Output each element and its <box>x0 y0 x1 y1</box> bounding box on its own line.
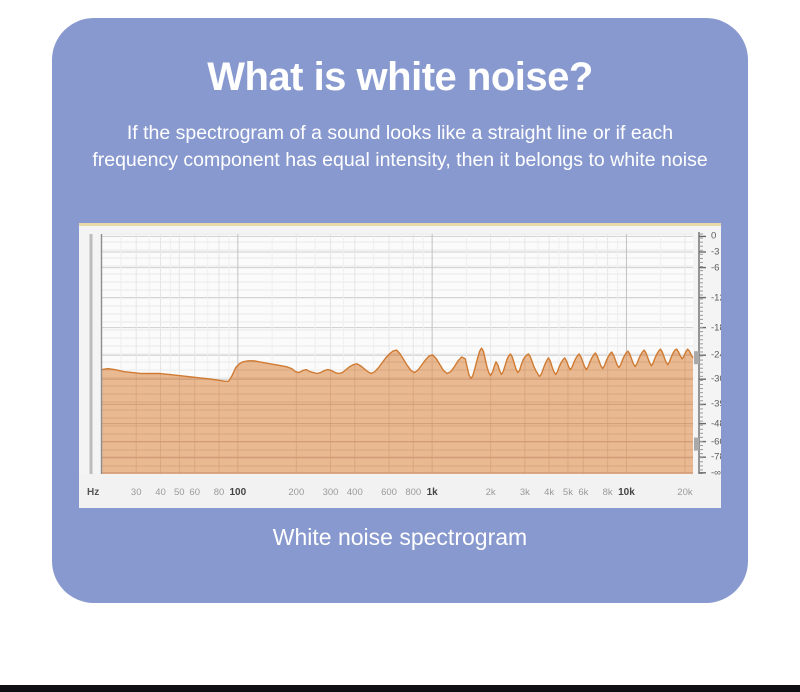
spectrogram-inner: Hz 30 40 50 60 80 100 200 300 400 600 800 1k 2k 3k 4k 5… <box>79 226 721 508</box>
y-tick-label--48: -48 <box>711 418 721 430</box>
axis-unit-label: Hz <box>87 487 100 498</box>
x-tick-label-1k: 1k <box>426 487 438 498</box>
x-tick-label-300: 300 <box>322 487 339 498</box>
y-tick-label--39: -39 <box>711 398 721 410</box>
x-tick-label-10k: 10k <box>618 487 635 498</box>
x-tick-label-5k: 5k <box>562 487 573 498</box>
x-tick-label-4k: 4k <box>544 487 555 498</box>
y-tick-label-0: 0 <box>711 230 717 242</box>
page-title: What is white noise? <box>207 55 593 99</box>
y-tick-label--24: -24 <box>711 349 721 361</box>
spectrogram-panel: Hz 30 40 50 60 80 100 200 300 400 600 800 1k 2k 3k 4k 5… <box>79 223 721 508</box>
x-tick-label-80: 80 <box>213 487 225 498</box>
x-tick-label-600: 600 <box>381 487 397 498</box>
x-tick-label-3k: 3k <box>519 487 530 498</box>
chart-caption: White noise spectrogram <box>272 524 528 550</box>
description-text: If the spectrogram of a sound looks like… <box>92 122 708 171</box>
x-tick-label-60: 60 <box>189 487 200 498</box>
x-tick-label-800: 800 <box>405 487 422 498</box>
x-tick-label-6k: 6k <box>578 487 589 498</box>
y-tick-label--∞: -∞ <box>711 467 721 479</box>
y-tick-label--12: -12 <box>711 292 721 304</box>
x-tick-label-50: 50 <box>174 487 185 498</box>
spectrogram-plot <box>79 226 721 508</box>
y-tick-label--3: -3 <box>711 246 720 258</box>
frequency-axis: Hz 30 40 50 60 80 100 200 300 400 600 800 1k 2k 3k 4k 5… <box>79 474 721 508</box>
x-tick-label-200: 200 <box>288 487 305 498</box>
y-tick-label--30: -30 <box>711 373 721 385</box>
y-tick-label--6: -6 <box>711 262 720 274</box>
spectrogram-svg <box>89 232 706 486</box>
x-tick-label-400: 400 <box>346 487 363 498</box>
info-card: What is white noise? If the spectrogram … <box>52 18 748 603</box>
x-tick-label-20k: 20k <box>677 487 693 498</box>
y-tick-label--78: -78 <box>711 451 721 463</box>
x-tick-label-8k: 8k <box>602 487 613 498</box>
x-tick-label-40: 40 <box>155 487 166 498</box>
x-tick-label-30: 30 <box>130 487 142 498</box>
page-bottom-bar <box>0 685 800 692</box>
x-tick-label-100: 100 <box>229 487 247 498</box>
x-tick-label-2k: 2k <box>485 487 496 498</box>
y-tick-label--18: -18 <box>711 322 721 334</box>
y-tick-label--60: -60 <box>711 436 721 448</box>
